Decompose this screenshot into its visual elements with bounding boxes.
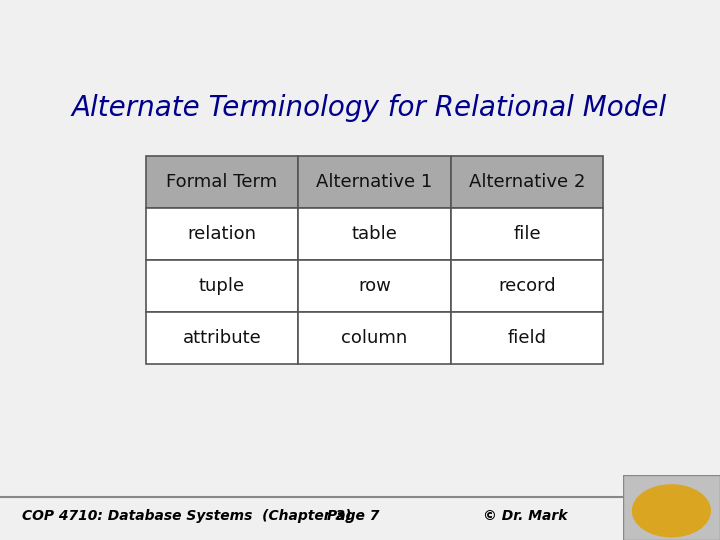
Text: Alternate Terminology for Relational Model: Alternate Terminology for Relational Mod… — [71, 94, 667, 122]
FancyBboxPatch shape — [298, 208, 451, 260]
FancyBboxPatch shape — [451, 156, 603, 208]
Text: record: record — [498, 277, 556, 295]
Text: © Dr. Mark: © Dr. Mark — [483, 509, 568, 523]
Text: column: column — [341, 329, 408, 347]
Circle shape — [633, 485, 710, 537]
Text: row: row — [358, 277, 391, 295]
FancyBboxPatch shape — [298, 156, 451, 208]
FancyBboxPatch shape — [623, 475, 720, 540]
FancyBboxPatch shape — [145, 156, 298, 208]
Text: table: table — [351, 225, 397, 243]
Text: COP 4710: Database Systems  (Chapter 3): COP 4710: Database Systems (Chapter 3) — [22, 509, 351, 523]
Text: Alternative 2: Alternative 2 — [469, 173, 585, 191]
FancyBboxPatch shape — [145, 312, 298, 364]
Text: relation: relation — [187, 225, 256, 243]
FancyBboxPatch shape — [145, 260, 298, 312]
FancyBboxPatch shape — [451, 312, 603, 364]
Text: field: field — [508, 329, 546, 347]
Text: Alternative 1: Alternative 1 — [317, 173, 433, 191]
FancyBboxPatch shape — [298, 260, 451, 312]
Text: Page 7: Page 7 — [327, 509, 379, 523]
FancyBboxPatch shape — [298, 312, 451, 364]
FancyBboxPatch shape — [451, 208, 603, 260]
FancyBboxPatch shape — [145, 208, 298, 260]
Text: tuple: tuple — [199, 277, 245, 295]
FancyBboxPatch shape — [451, 260, 603, 312]
Text: Formal Term: Formal Term — [166, 173, 278, 191]
Text: file: file — [513, 225, 541, 243]
Text: attribute: attribute — [183, 329, 261, 347]
